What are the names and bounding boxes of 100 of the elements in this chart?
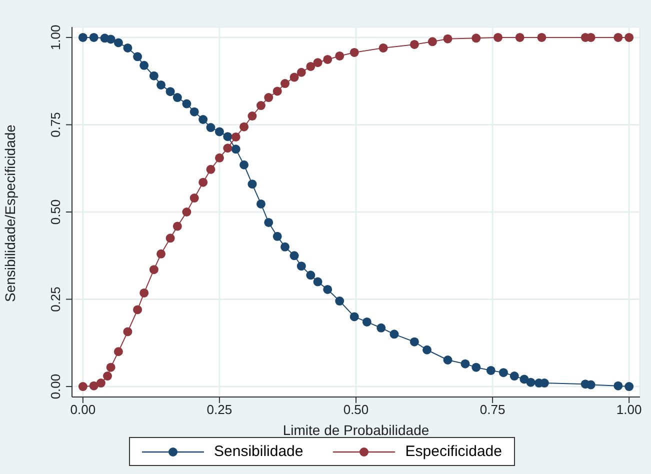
- point: [290, 251, 299, 260]
- point: [96, 378, 106, 388]
- point: [486, 366, 496, 375]
- point: [78, 382, 88, 392]
- point: [78, 32, 88, 42]
- x-tick-label: 0.75: [480, 402, 506, 418]
- point: [410, 337, 419, 346]
- point: [206, 123, 216, 132]
- point: [198, 178, 208, 187]
- x-tick-label: 0.25: [206, 402, 232, 418]
- point: [422, 345, 432, 354]
- point: [494, 32, 502, 42]
- point: [223, 132, 232, 142]
- point: [206, 164, 216, 174]
- point: [624, 32, 634, 42]
- point: [149, 71, 158, 80]
- point: [140, 288, 149, 298]
- point: [306, 270, 316, 280]
- point: [376, 323, 386, 332]
- point: [323, 54, 332, 64]
- point: [240, 122, 249, 132]
- point: [350, 48, 359, 57]
- point: [313, 277, 322, 286]
- point: [256, 101, 266, 110]
- point: [214, 153, 224, 162]
- point: [190, 194, 199, 203]
- point: [280, 242, 290, 252]
- point: [103, 372, 112, 381]
- point: [223, 144, 232, 153]
- point: [156, 80, 166, 90]
- point: [272, 232, 282, 241]
- point: [428, 37, 437, 46]
- point: [248, 180, 257, 189]
- point: [231, 144, 240, 154]
- point: [248, 112, 257, 121]
- y-tick-label: 0.00: [48, 374, 63, 400]
- y-axis-title: Sensibilidade/Especificidade: [2, 124, 18, 302]
- point: [296, 68, 306, 77]
- y-tick-label: 0.25: [48, 286, 63, 312]
- point: [264, 93, 274, 102]
- point: [198, 115, 208, 124]
- point: [123, 327, 132, 336]
- point: [460, 359, 470, 368]
- y-tick-label: 0.75: [48, 112, 63, 138]
- point: [614, 32, 623, 42]
- point: [133, 305, 142, 314]
- point: [443, 356, 452, 364]
- point: [231, 132, 240, 142]
- point: [350, 312, 359, 322]
- point: [106, 34, 116, 44]
- point: [240, 160, 249, 170]
- point: [149, 265, 158, 274]
- point: [323, 284, 332, 294]
- point: [498, 368, 508, 378]
- point: [172, 93, 182, 102]
- point: [472, 34, 481, 43]
- point: [256, 199, 266, 208]
- point: [526, 378, 536, 387]
- point: [114, 347, 123, 356]
- point: [123, 43, 132, 52]
- point: [89, 381, 98, 390]
- point: [89, 32, 98, 42]
- point: [410, 40, 419, 49]
- y-tick-label: 1.00: [48, 24, 63, 50]
- x-tick-label: 0.50: [343, 402, 369, 418]
- point: [443, 34, 452, 44]
- x-tick-label: 1.00: [616, 402, 642, 418]
- point: [156, 249, 166, 258]
- point: [624, 382, 634, 392]
- point: [140, 60, 149, 70]
- point: [172, 222, 182, 231]
- point: [537, 32, 546, 42]
- point: [106, 362, 116, 372]
- point: [272, 86, 282, 96]
- point: [182, 208, 192, 216]
- point: [166, 234, 175, 243]
- point: [515, 32, 524, 42]
- point: [335, 51, 344, 60]
- legend-label: Sensibilidade: [214, 443, 304, 460]
- point: [280, 79, 290, 88]
- point: [335, 296, 344, 306]
- legend-label: Especificidade: [405, 443, 502, 460]
- point: [290, 72, 299, 82]
- x-tick-label: 0.00: [70, 402, 96, 418]
- point: [313, 58, 322, 68]
- point: [296, 262, 306, 271]
- point: [182, 99, 192, 108]
- point: [614, 381, 623, 390]
- point: [190, 107, 199, 116]
- point: [166, 87, 175, 96]
- point: [390, 330, 399, 339]
- point: [133, 52, 142, 62]
- point: [264, 218, 274, 227]
- x-axis-title: Limite de Probabilidade: [282, 422, 430, 438]
- point: [378, 43, 388, 52]
- y-tick-label: 0.50: [48, 199, 63, 225]
- point: [472, 362, 481, 372]
- point: [114, 38, 123, 48]
- point: [306, 62, 316, 71]
- point: [510, 372, 519, 381]
